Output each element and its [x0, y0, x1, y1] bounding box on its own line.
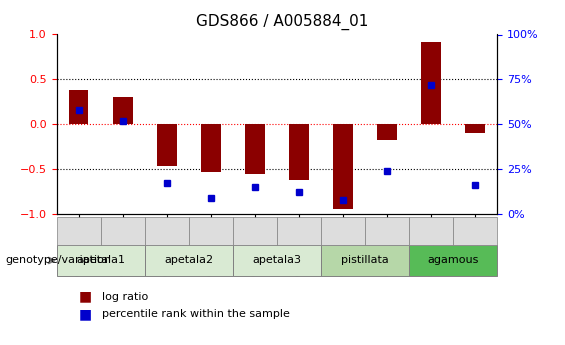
Text: ■: ■ — [79, 307, 92, 321]
Text: ■: ■ — [79, 290, 92, 304]
Text: apetala1: apetala1 — [76, 256, 125, 265]
Bar — [289, 124, 309, 180]
Text: pistillata: pistillata — [341, 256, 389, 265]
Bar — [421, 42, 441, 124]
Bar — [157, 124, 177, 166]
Bar — [377, 124, 397, 140]
Text: apetala3: apetala3 — [253, 256, 301, 265]
Text: log ratio: log ratio — [102, 292, 148, 302]
Bar — [245, 124, 265, 175]
Bar — [333, 124, 353, 209]
Text: percentile rank within the sample: percentile rank within the sample — [102, 309, 290, 319]
Text: GDS866 / A005884_01: GDS866 / A005884_01 — [196, 14, 369, 30]
Bar — [68, 90, 89, 124]
Text: genotype/variation: genotype/variation — [6, 256, 112, 265]
Bar — [112, 97, 133, 124]
Bar — [201, 124, 221, 172]
Bar — [465, 124, 485, 133]
Text: apetala2: apetala2 — [164, 256, 213, 265]
Text: agamous: agamous — [428, 256, 479, 265]
